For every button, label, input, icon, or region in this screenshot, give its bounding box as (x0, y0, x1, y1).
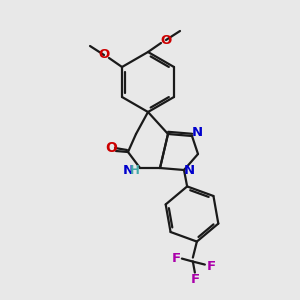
Text: O: O (160, 34, 172, 46)
Text: F: F (206, 260, 215, 273)
Text: N: N (183, 164, 195, 178)
Text: N: N (191, 127, 203, 140)
Text: F: F (171, 252, 180, 265)
Text: O: O (98, 49, 110, 62)
Text: H: H (130, 164, 140, 178)
Text: F: F (190, 273, 200, 286)
Text: N: N (122, 164, 134, 178)
Text: O: O (105, 141, 117, 155)
